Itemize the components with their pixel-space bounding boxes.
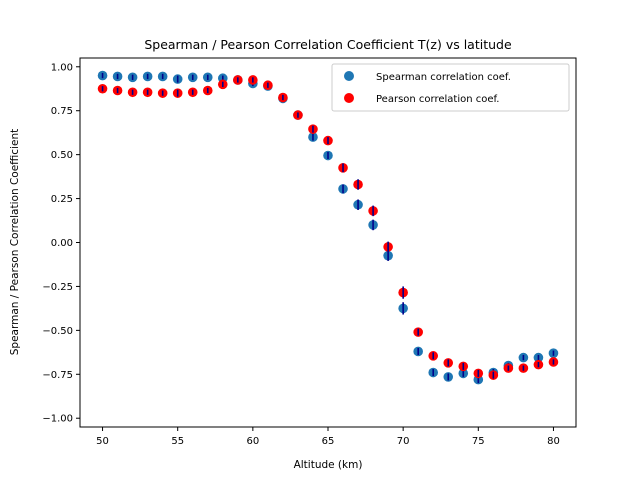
x-tick-label: 65	[322, 436, 335, 447]
y-tick-label: 0.75	[51, 106, 73, 117]
axes: 50 55 60 65 70 75 80 −1.00 −0.75 −0.50 −0.25 0.00 0.…	[42, 57, 577, 447]
legend-label-pearson: Pearson correlation coef.	[376, 94, 500, 105]
y-tick-label: −1.00	[42, 414, 73, 425]
x-tick-label: 55	[171, 436, 184, 447]
x-axis-label: Altitude (km)	[294, 459, 363, 471]
y-tick-label: 1.00	[51, 62, 73, 73]
y-axis-label: Spearman / Pearson Correlation Coefficie…	[9, 129, 21, 355]
legend-label-spearman: Spearman correlation coef.	[376, 72, 511, 83]
legend-marker-pearson	[344, 93, 354, 103]
chart-title: Spearman / Pearson Correlation Coefficie…	[144, 37, 512, 52]
legend-marker-spearman	[344, 71, 354, 81]
y-tick-label: −0.25	[42, 282, 73, 293]
legend: Spearman correlation coef. Pearson corre…	[331, 63, 570, 112]
x-tick-label: 75	[472, 436, 485, 447]
legend-box	[331, 63, 570, 112]
y-tick-label: 0.00	[51, 238, 73, 249]
x-tick-label: 60	[246, 436, 259, 447]
x-tick-label: 80	[547, 436, 560, 447]
y-tick-label: −0.75	[42, 370, 73, 381]
x-tick-label: 50	[96, 436, 109, 447]
y-tick-label: −0.50	[42, 326, 73, 337]
y-tick-label: 0.50	[51, 150, 73, 161]
plot-area	[97, 70, 559, 385]
x-tick-label: 70	[397, 436, 410, 447]
y-tick-label: 0.25	[51, 194, 73, 205]
